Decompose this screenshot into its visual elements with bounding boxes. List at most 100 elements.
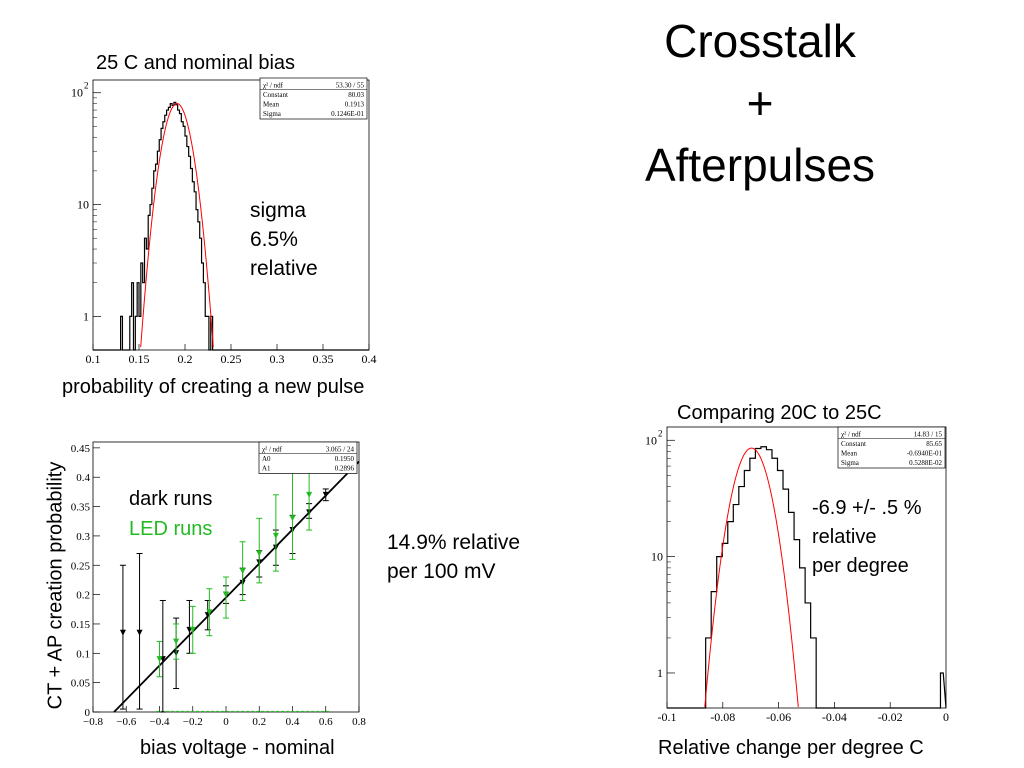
stats-value: 0.1913: [345, 101, 365, 109]
led-run-point: [173, 638, 180, 645]
y-tick-exponent: 2: [658, 428, 663, 438]
stats-box: [258, 441, 358, 474]
x-tick-label: 0.6: [319, 716, 333, 728]
x-tick-label: 0: [943, 710, 949, 724]
x-tick-label: −0.2: [183, 716, 203, 728]
stats-value: 85.65: [926, 440, 942, 448]
stats-label: χ² / ndf: [263, 82, 284, 90]
stats-value: -0.6940E-01: [907, 450, 943, 458]
led-run-point: [156, 656, 163, 663]
y-tick-label: 0.4: [76, 472, 90, 484]
led-run-point: [189, 626, 196, 633]
stats-label: Sigma: [263, 110, 282, 118]
legend-led-runs: LED runs: [129, 518, 213, 540]
stats-label: Mean: [841, 450, 857, 458]
annotation-line: 6.5%: [250, 228, 298, 251]
x-tick-label: -0.04: [822, 710, 847, 724]
slide-title: Crosstalk + Afterpulses: [560, 10, 960, 196]
y-tick-label: 10: [651, 550, 663, 564]
x-tick-label: 0.2: [178, 352, 193, 366]
x-tick-label: 0.15: [129, 352, 150, 366]
annotation-line: relative: [812, 526, 877, 548]
y-tick-label: 10: [645, 433, 657, 447]
gaussian-fit: [704, 447, 799, 708]
stats-value: 53.30 / 55: [336, 82, 365, 90]
dark-run-point: [119, 629, 126, 636]
slide-title-line-1: Crosstalk: [664, 15, 856, 67]
led-run-point: [306, 491, 313, 498]
x-tick-label: 0.2: [252, 716, 266, 728]
dark-run-point: [322, 491, 329, 498]
led-run-point: [239, 568, 246, 575]
stats-value: 14.83 / 15: [914, 431, 943, 439]
stats-value: 0.5288E-02: [909, 459, 942, 467]
x-tick-label: 0.3: [270, 352, 285, 366]
x-tick-label: 0.8: [352, 716, 366, 728]
y-tick-exponent: 2: [84, 81, 89, 91]
x-tick-label: 0.4: [286, 716, 300, 728]
x-tick-label: −0.8: [83, 716, 103, 728]
plot-frame: [666, 426, 947, 709]
stats-label: A0: [262, 455, 271, 463]
stats-label: χ² / ndf: [841, 431, 862, 439]
annotation-line: per degree: [812, 555, 909, 577]
dark-run-point: [136, 629, 143, 636]
top-left-caption: 25 C and nominal bias: [96, 52, 296, 74]
bottom-right-xlabel: Relative change per degree C: [658, 737, 924, 759]
x-tick-label: 0.1: [86, 352, 101, 366]
x-tick-label: 0.25: [221, 352, 242, 366]
x-tick-label: -0.1: [658, 710, 677, 724]
stats-label: Mean: [263, 101, 279, 109]
y-tick-label: 0: [85, 707, 91, 719]
y-tick-label: 1: [83, 309, 89, 323]
led-run-point: [206, 609, 213, 616]
annotation-line: -6.9 +/- .5 %: [812, 497, 922, 519]
y-tick-label: 0.45: [71, 443, 91, 455]
stats-label: χ² / ndf: [262, 446, 283, 454]
y-tick-label: 0.2: [76, 590, 90, 602]
x-tick-label: -0.02: [878, 710, 903, 724]
annotation-line: per 100 mV: [387, 560, 496, 583]
histogram-bars: [93, 101, 369, 351]
stats-value: 80.03: [348, 91, 364, 99]
y-tick-label: 0.25: [71, 560, 91, 572]
x-tick-label: −0.6: [116, 716, 136, 728]
stats-value: 3.065 / 24: [326, 446, 355, 454]
slide-title-line-3: Afterpulses: [644, 139, 876, 191]
legend-dark-runs: dark runs: [129, 488, 213, 510]
histogram-bars: [667, 446, 947, 709]
bottom-right-annotation: -6.9 +/- .5 % relative per degree: [812, 494, 922, 581]
annotation-line: relative: [250, 257, 318, 280]
stats-label: A1: [262, 465, 271, 473]
slide-title-line-2: +: [746, 77, 774, 129]
x-tick-label: 0.4: [362, 352, 377, 366]
bottom-right-caption: Comparing 20C to 25C: [677, 402, 882, 424]
stats-box: [837, 426, 946, 469]
y-tick-label: 1: [657, 666, 663, 680]
stats-label: Constant: [841, 440, 866, 448]
top-left-annotation: sigma 6.5% relative: [250, 196, 318, 283]
stats-value: 0.2896: [335, 465, 355, 473]
x-tick-label: 0.35: [313, 352, 334, 366]
x-tick-label: -0.08: [710, 710, 735, 724]
stats-box: [259, 77, 368, 120]
led-run-point: [272, 532, 279, 539]
bias-voltage-scatter: −0.8 −0.6 −0.4 −0.2 0 0.2 0.4 0.6 0.8 0 0.05 0.1 0.1…: [71, 441, 366, 728]
linear-fit: [113, 460, 360, 713]
top-left-xlabel: probability of creating a new pulse: [62, 376, 365, 398]
y-tick-label: 0.15: [71, 619, 91, 631]
y-tick-label: 10: [77, 198, 89, 212]
led-run-point: [289, 515, 296, 522]
led-run-point: [223, 591, 229, 598]
annotation-line: sigma: [250, 199, 307, 222]
stats-label: Sigma: [841, 459, 860, 467]
y-tick-label: 0.35: [71, 502, 91, 514]
x-tick-label: -0.06: [766, 710, 791, 724]
y-tick-label: 0.05: [71, 678, 91, 690]
y-tick-label: 0.3: [76, 531, 90, 543]
stats-label: Constant: [263, 91, 288, 99]
stats-value: 0.1950: [335, 455, 355, 463]
bottom-left-xlabel: bias voltage - nominal: [140, 737, 335, 759]
